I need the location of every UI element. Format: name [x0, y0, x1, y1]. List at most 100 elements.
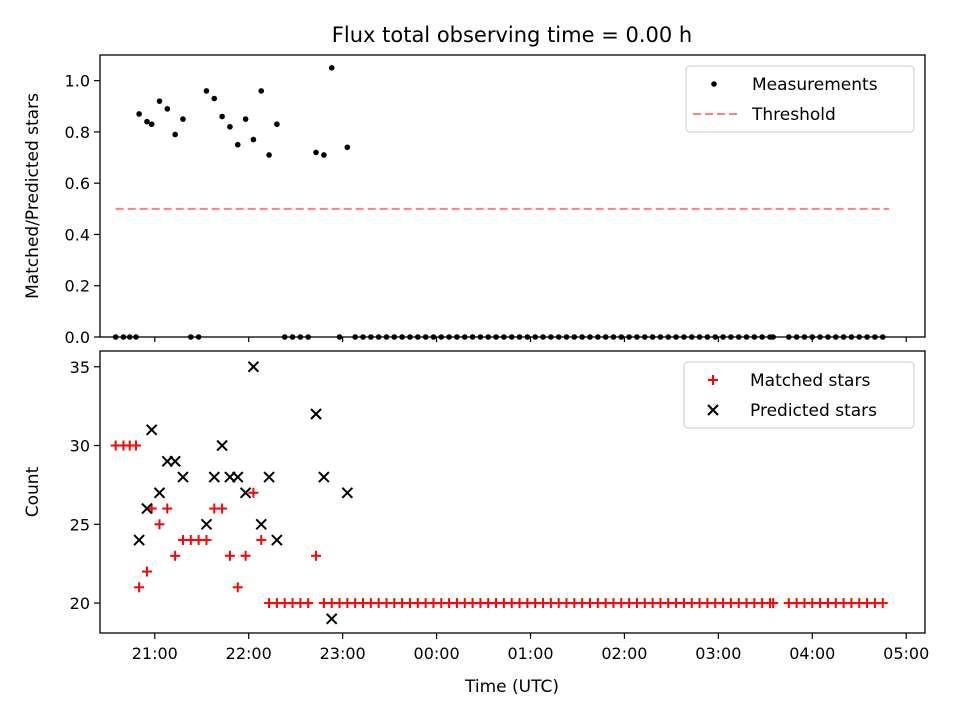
matched-star-point	[141, 566, 152, 577]
y-tick-label: 0.2	[65, 277, 90, 296]
legend-predicted-marker	[707, 404, 719, 416]
predicted-star-point	[141, 502, 153, 515]
x-tick-label: 02:00	[601, 644, 647, 663]
measurement-point	[266, 152, 272, 158]
x-tick-label: 03:00	[695, 644, 741, 663]
top-axes-ratio: 0.0 0.2 0.4 0.6 0.8 1.0 Matched/Predicted sta…	[23, 54, 926, 347]
top-legend: Measurements Threshold	[685, 65, 915, 133]
y-tick-label: 30	[70, 437, 90, 456]
legend-matched-marker	[708, 375, 718, 385]
measurement-point	[321, 152, 327, 158]
x-axis-label: Time (UTC)	[464, 677, 559, 697]
matched-star-point	[131, 440, 142, 451]
measurement-point	[313, 149, 319, 156]
matched-star-point	[217, 503, 228, 514]
matched-star-point	[768, 598, 779, 609]
y-tick-label: 0.8	[65, 123, 90, 142]
y-tick-label: 0.0	[65, 328, 90, 347]
predicted-star-point	[216, 439, 228, 452]
predicted-star-point	[232, 471, 244, 483]
matched-star-point	[303, 598, 314, 609]
bottom-y-axis-label: Count	[23, 466, 43, 517]
matched-star-point	[256, 535, 267, 546]
matched-star-point	[201, 535, 212, 546]
x-tick-label: 21:00	[132, 644, 178, 663]
measurement-point	[164, 106, 171, 112]
matched-star-point	[311, 550, 322, 561]
measurement-point	[258, 88, 265, 94]
measurement-point	[148, 121, 155, 128]
figure-title: Flux total observing time = 0.00 h	[332, 23, 692, 47]
predicted-star-point	[247, 361, 260, 373]
measurement-point	[242, 116, 249, 122]
measurement-point	[250, 136, 257, 143]
predicted-star-point	[169, 455, 181, 467]
bottom-plot-marks	[110, 361, 888, 625]
x-tick-label: 01:00	[507, 644, 553, 663]
top-axes-frame	[99, 54, 926, 338]
y-tick-label: 1.0	[65, 72, 90, 91]
measurement-point	[328, 65, 335, 71]
y-tick-label: 0.4	[65, 225, 90, 244]
measurement-point	[156, 98, 163, 104]
predicted-star-point	[341, 487, 354, 499]
matched-star-point	[154, 519, 165, 530]
bottom-axes-frame	[99, 350, 926, 634]
measurement-point	[344, 144, 351, 151]
measurement-point	[144, 118, 150, 125]
predicted-star-point	[255, 518, 267, 531]
predicted-star-point	[133, 534, 145, 546]
measurement-point	[274, 121, 280, 128]
measurement-point	[172, 131, 178, 138]
x-tick-label: 22:00	[226, 644, 272, 663]
y-tick-label: 0.6	[65, 174, 90, 193]
x-ticks: 21:00 22:00 23:00 00:00 01:00 02:00 03:00 04:00…	[132, 633, 929, 663]
predicted-star-point	[177, 471, 189, 483]
legend-predicted-label: Predicted stars	[750, 401, 877, 421]
measurement-point	[136, 111, 142, 117]
predicted-star-point	[325, 613, 338, 625]
predicted-star-point	[208, 471, 220, 483]
x-tick-label: 04:00	[789, 644, 835, 663]
matched-star-point	[248, 487, 259, 498]
x-tick-label: 05:00	[883, 644, 929, 663]
top-legend-box	[685, 65, 915, 133]
top-y-ticks: 0.0 0.2 0.4 0.6 0.8 1.0	[65, 72, 907, 347]
measurement-point	[203, 88, 210, 94]
predicted-star-point	[200, 518, 213, 531]
x-tick-label: 23:00	[320, 644, 366, 663]
predicted-star-point	[318, 471, 330, 483]
measurement-point	[219, 113, 225, 120]
predicted-star-point	[145, 424, 158, 436]
legend-measurements-marker	[711, 81, 717, 87]
y-tick-label: 20	[70, 594, 90, 613]
predicted-star-point	[310, 408, 322, 420]
matched-star-point	[232, 582, 243, 593]
matched-star-point	[224, 550, 235, 561]
legend-threshold-label: Threshold	[751, 105, 836, 125]
legend-matched-label: Matched stars	[750, 371, 870, 391]
matched-star-point	[170, 550, 181, 561]
predicted-star-point	[153, 487, 166, 499]
y-tick-label: 35	[70, 358, 90, 377]
measurement-point	[234, 141, 241, 148]
bottom-axes-count: 20 25 30 35 21:00 22:00 23:00 00:00 01:00 02:00 0…	[23, 350, 929, 697]
y-tick-label: 25	[70, 515, 90, 534]
bottom-legend: Matched stars Predicted stars	[683, 361, 915, 429]
matched-star-point	[877, 598, 888, 609]
matched-star-point	[240, 550, 251, 561]
predicted-star-point	[239, 487, 252, 499]
predicted-star-point	[263, 471, 275, 483]
predicted-star-point	[271, 534, 283, 546]
top-y-axis-label: Matched/Predicted stars	[23, 93, 43, 299]
legend-measurements-label: Measurements	[752, 75, 878, 95]
x-tick-label: 00:00	[414, 644, 460, 663]
measurement-point	[211, 95, 218, 102]
matched-star-point	[134, 582, 145, 593]
bottom-y-ticks: 20 25 30 35	[70, 358, 100, 613]
matched-star-point	[162, 503, 173, 514]
bottom-legend-box	[683, 361, 915, 429]
measurement-point	[180, 116, 186, 122]
measurement-point	[227, 123, 233, 130]
